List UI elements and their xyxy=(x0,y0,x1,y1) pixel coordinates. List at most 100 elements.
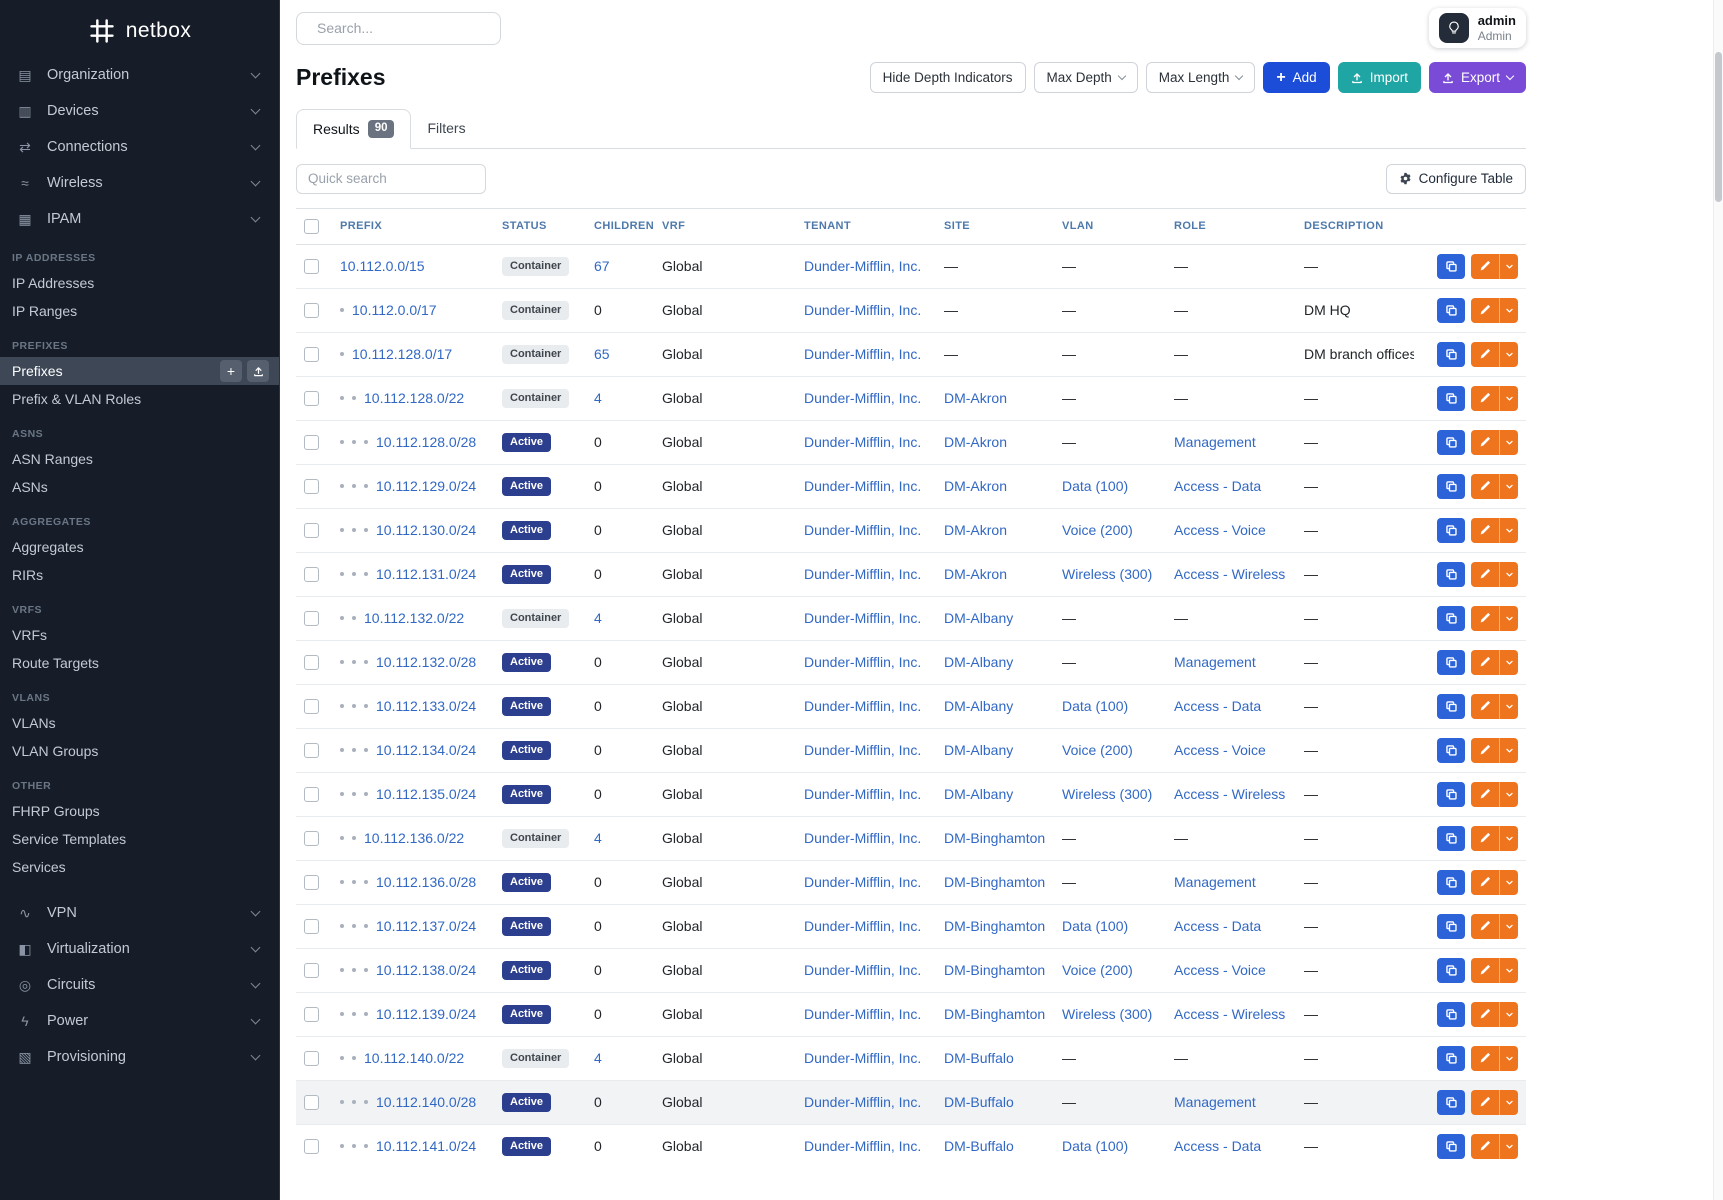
copy-button[interactable] xyxy=(1437,649,1465,675)
prefix-link[interactable]: 10.112.141.0/24 xyxy=(376,1138,477,1154)
column-header-description[interactable]: Description xyxy=(1296,207,1414,245)
edit-dropdown-button[interactable] xyxy=(1499,693,1518,719)
vlan-link[interactable]: Data (100) xyxy=(1062,478,1129,494)
row-checkbox[interactable] xyxy=(304,303,319,319)
hide-depth-indicators-button[interactable]: Hide Depth Indicators xyxy=(869,62,1026,93)
sidebar-add-prefix-button[interactable]: + xyxy=(220,360,242,382)
edit-button[interactable] xyxy=(1471,429,1499,455)
edit-button[interactable] xyxy=(1471,385,1499,411)
site-link[interactable]: DM-Buffalo xyxy=(944,1050,1014,1066)
edit-dropdown-button[interactable] xyxy=(1499,737,1518,763)
column-header-tenant[interactable]: Tenant xyxy=(796,207,936,245)
sidebar-item-vlans[interactable]: VLANs xyxy=(0,709,279,737)
children-count-link[interactable]: 4 xyxy=(594,610,602,626)
scrollbar-thumb[interactable] xyxy=(1715,52,1722,202)
tenant-link[interactable]: Dunder-Mifflin, Inc. xyxy=(804,830,922,846)
role-link[interactable]: Management xyxy=(1174,654,1256,670)
children-count-link[interactable]: 65 xyxy=(594,346,610,362)
sidebar-item-vrfs[interactable]: VRFs xyxy=(0,621,279,649)
vlan-link[interactable]: Voice (200) xyxy=(1062,522,1133,538)
prefix-link[interactable]: 10.112.128.0/28 xyxy=(376,434,477,450)
vlan-link[interactable]: Wireless (300) xyxy=(1062,566,1153,582)
tenant-link[interactable]: Dunder-Mifflin, Inc. xyxy=(804,390,922,406)
site-link[interactable]: DM-Buffalo xyxy=(944,1138,1014,1154)
vlan-link[interactable]: Data (100) xyxy=(1062,1138,1129,1154)
copy-button[interactable] xyxy=(1437,957,1465,983)
sidebar-menu-organization[interactable]: ▤ Organization xyxy=(0,57,279,93)
copy-button[interactable] xyxy=(1437,297,1465,323)
role-link[interactable]: Access - Voice xyxy=(1174,522,1266,538)
copy-button[interactable] xyxy=(1437,253,1465,279)
copy-button[interactable] xyxy=(1437,1133,1465,1159)
row-checkbox[interactable] xyxy=(304,611,319,627)
sidebar-item-vlan-groups[interactable]: VLAN Groups xyxy=(0,737,279,765)
sidebar-item-route-targets[interactable]: Route Targets xyxy=(0,649,279,677)
sidebar-item-prefixes[interactable]: Prefixes + xyxy=(0,357,279,385)
column-header-role[interactable]: Role xyxy=(1166,207,1296,245)
edit-button[interactable] xyxy=(1471,737,1499,763)
sidebar-menu-provisioning[interactable]: ▧ Provisioning xyxy=(0,1039,279,1075)
tenant-link[interactable]: Dunder-Mifflin, Inc. xyxy=(804,610,922,626)
prefix-link[interactable]: 10.112.136.0/28 xyxy=(376,874,477,890)
copy-button[interactable] xyxy=(1437,737,1465,763)
site-link[interactable]: DM-Akron xyxy=(944,478,1008,494)
copy-button[interactable] xyxy=(1437,385,1465,411)
prefix-link[interactable]: 10.112.135.0/24 xyxy=(376,786,477,802)
edit-button[interactable] xyxy=(1471,649,1499,675)
tenant-link[interactable]: Dunder-Mifflin, Inc. xyxy=(804,786,922,802)
sidebar-item-aggregates[interactable]: Aggregates xyxy=(0,533,279,561)
prefix-link[interactable]: 10.112.138.0/24 xyxy=(376,962,477,978)
sidebar-menu-ipam[interactable]: ▦ IPAM xyxy=(0,201,279,237)
edit-button[interactable] xyxy=(1471,781,1499,807)
copy-button[interactable] xyxy=(1437,561,1465,587)
theme-toggle-button[interactable] xyxy=(1438,13,1469,43)
site-link[interactable]: DM-Albany xyxy=(944,742,1014,758)
edit-dropdown-button[interactable] xyxy=(1499,825,1518,851)
edit-button[interactable] xyxy=(1471,341,1499,367)
row-checkbox[interactable] xyxy=(304,655,319,671)
column-header-vrf[interactable]: VRF xyxy=(654,207,796,245)
role-link[interactable]: Management xyxy=(1174,1094,1256,1110)
site-link[interactable]: DM-Binghamton xyxy=(944,874,1046,890)
site-link[interactable]: DM-Albany xyxy=(944,654,1014,670)
copy-button[interactable] xyxy=(1437,429,1465,455)
prefix-link[interactable]: 10.112.140.0/22 xyxy=(364,1050,465,1066)
site-link[interactable]: DM-Akron xyxy=(944,390,1008,406)
sidebar-item-services[interactable]: Services xyxy=(0,853,279,881)
prefix-link[interactable]: 10.112.133.0/24 xyxy=(376,698,477,714)
vlan-link[interactable]: Voice (200) xyxy=(1062,742,1133,758)
row-checkbox[interactable] xyxy=(304,259,319,275)
tenant-link[interactable]: Dunder-Mifflin, Inc. xyxy=(804,478,922,494)
copy-button[interactable] xyxy=(1437,1089,1465,1115)
site-link[interactable]: DM-Binghamton xyxy=(944,830,1046,846)
row-checkbox[interactable] xyxy=(304,919,319,935)
edit-dropdown-button[interactable] xyxy=(1499,253,1518,279)
tenant-link[interactable]: Dunder-Mifflin, Inc. xyxy=(804,434,922,450)
role-link[interactable]: Access - Wireless xyxy=(1174,566,1286,582)
row-checkbox[interactable] xyxy=(304,1007,319,1023)
edit-button[interactable] xyxy=(1471,1089,1499,1115)
tenant-link[interactable]: Dunder-Mifflin, Inc. xyxy=(804,522,922,538)
site-link[interactable]: DM-Albany xyxy=(944,610,1014,626)
copy-button[interactable] xyxy=(1437,693,1465,719)
prefix-link[interactable]: 10.112.0.0/17 xyxy=(352,302,437,318)
prefix-link[interactable]: 10.112.140.0/28 xyxy=(376,1094,477,1110)
sidebar-item-service-templates[interactable]: Service Templates xyxy=(0,825,279,853)
sidebar-menu-connections[interactable]: ⇄ Connections xyxy=(0,129,279,165)
row-checkbox[interactable] xyxy=(304,523,319,539)
prefix-link[interactable]: 10.112.139.0/24 xyxy=(376,1006,477,1022)
prefix-link[interactable]: 10.112.129.0/24 xyxy=(376,478,477,494)
copy-button[interactable] xyxy=(1437,781,1465,807)
sidebar-item-ip-addresses[interactable]: IP Addresses xyxy=(0,269,279,297)
children-count-link[interactable]: 4 xyxy=(594,830,602,846)
tenant-link[interactable]: Dunder-Mifflin, Inc. xyxy=(804,346,922,362)
edit-button[interactable] xyxy=(1471,693,1499,719)
copy-button[interactable] xyxy=(1437,1045,1465,1071)
sidebar-menu-devices[interactable]: ▥ Devices xyxy=(0,93,279,129)
edit-button[interactable] xyxy=(1471,473,1499,499)
copy-button[interactable] xyxy=(1437,605,1465,631)
role-link[interactable]: Management xyxy=(1174,434,1256,450)
row-checkbox[interactable] xyxy=(304,567,319,583)
row-checkbox[interactable] xyxy=(304,1139,319,1155)
tenant-link[interactable]: Dunder-Mifflin, Inc. xyxy=(804,566,922,582)
